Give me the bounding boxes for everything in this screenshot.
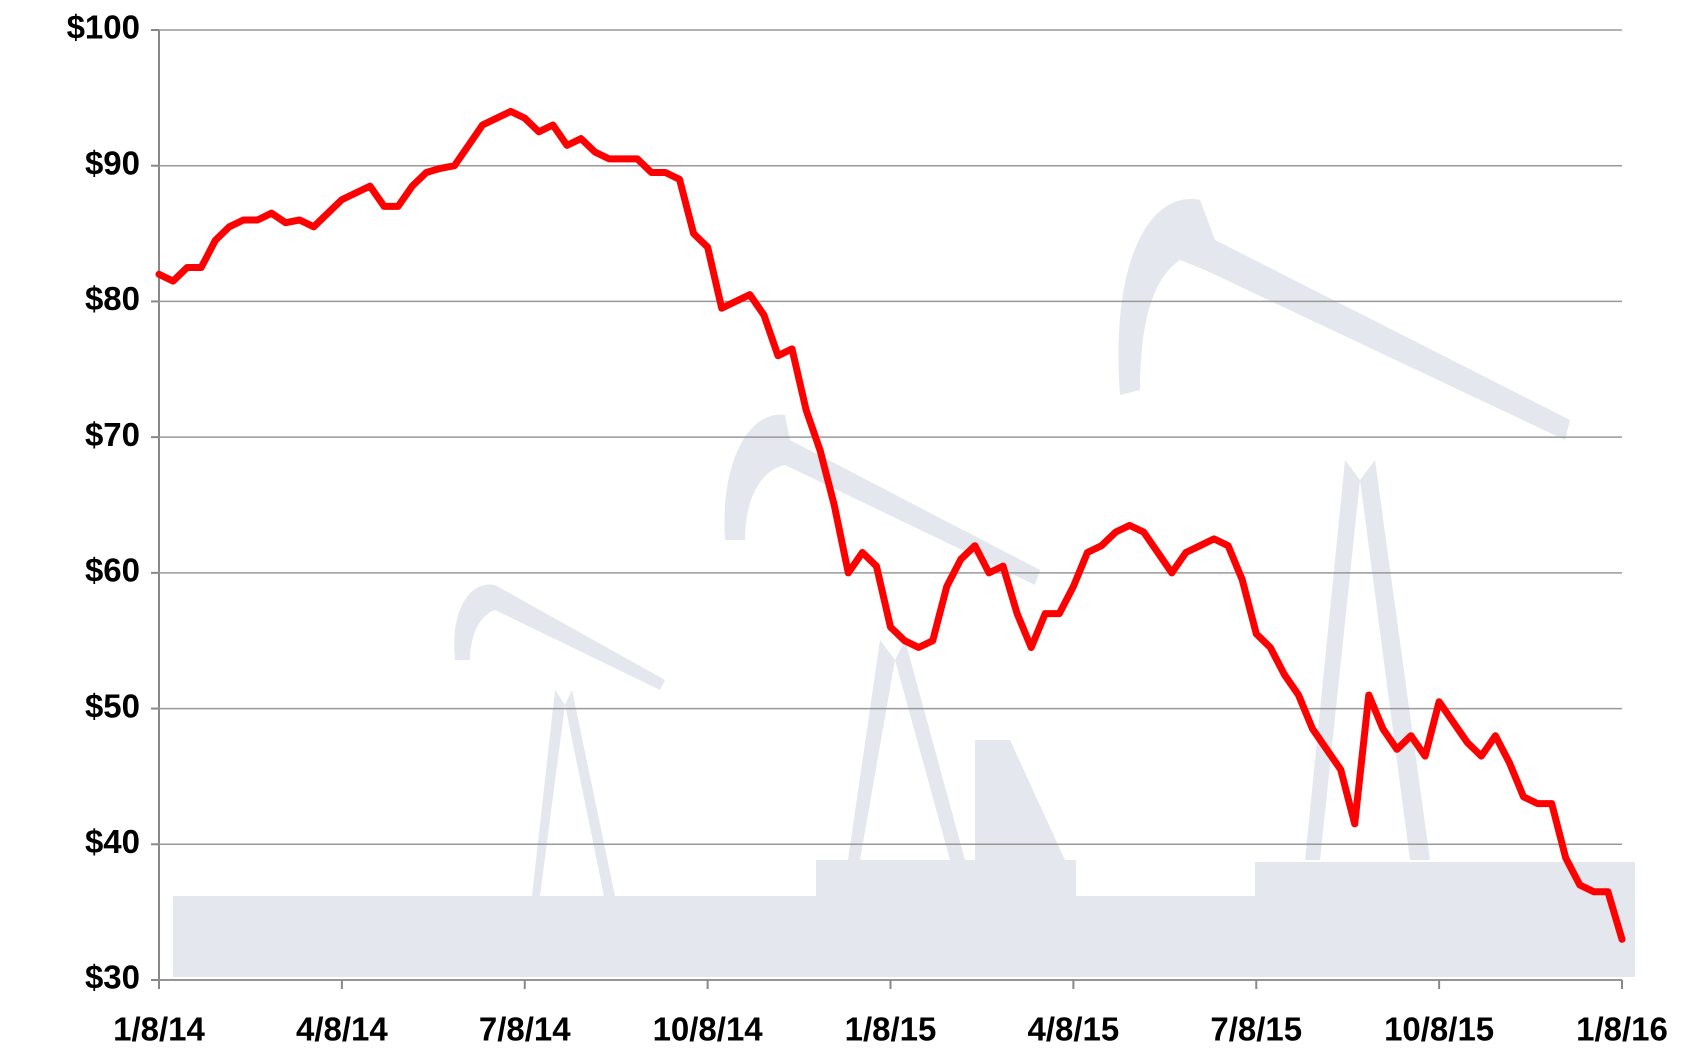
y-tick-label: $60 [85,552,140,589]
line-series [155,107,1626,943]
x-tick-label: 10/8/14 [653,1011,764,1048]
x-tick-label: 4/8/14 [296,1011,388,1048]
x-tick-label: 4/8/15 [1028,1011,1120,1048]
y-tick-label: $50 [85,687,140,724]
x-tick-label: 7/8/14 [479,1011,571,1048]
x-tick-label: 1/8/16 [1576,1011,1668,1048]
x-tick-label: 7/8/15 [1210,1011,1302,1048]
x-tick-label: 10/8/15 [1384,1011,1494,1048]
y-tick-label: $40 [85,823,140,860]
y-tick-label: $80 [85,280,140,317]
y-tick-label: $90 [85,144,140,181]
x-tick-label: 1/8/14 [113,1011,205,1048]
y-tick-label: $30 [85,959,140,996]
y-tick-label: $100 [67,9,140,46]
y-tick-label: $70 [85,416,140,453]
x-tick-label: 1/8/15 [845,1011,937,1048]
background-watermark [173,199,1635,977]
